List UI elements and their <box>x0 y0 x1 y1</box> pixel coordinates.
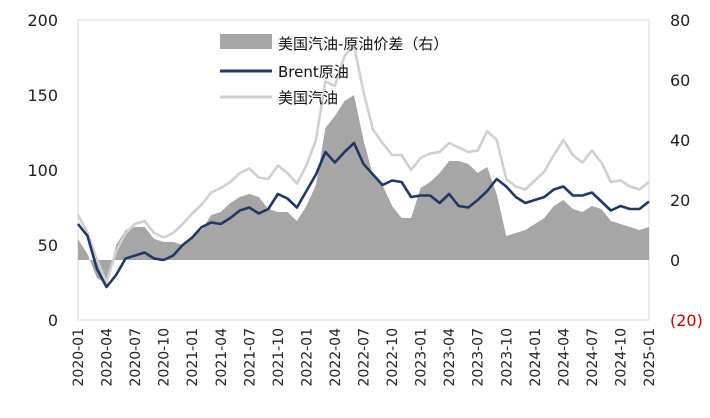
x-tick-label: 2023-04 <box>442 328 458 387</box>
left-tick-label: 50 <box>38 236 58 255</box>
x-tick-label: 2020-10 <box>157 328 173 387</box>
x-tick-label: 2021-07 <box>242 328 258 387</box>
left-axis: 0 50 100 150 200 <box>27 11 58 330</box>
x-tick-label: 2021-10 <box>271 328 287 387</box>
x-tick-label: 2020-01 <box>71 328 87 387</box>
legend-label: 美国汽油-原油价差（右） <box>278 35 448 53</box>
x-tick-label: 2020-07 <box>128 328 144 387</box>
series-line-brent <box>76 141 650 289</box>
x-tick-label: 2023-10 <box>499 328 515 387</box>
x-tick-label: 2024-07 <box>585 328 601 387</box>
x-tick-label: 2025-01 <box>642 328 658 387</box>
legend-label: Brent原油 <box>278 63 349 81</box>
left-tick-label: 150 <box>27 86 58 105</box>
x-tick-label: 2022-10 <box>385 328 401 387</box>
x-axis: 2020-01 2020-04 2020-07 2020-10 2021-01 2021-… <box>71 328 658 387</box>
spread-area-layer <box>78 95 649 284</box>
x-tick-label: 2024-10 <box>614 328 630 387</box>
right-tick-label: 20 <box>670 191 690 210</box>
right-axis: (20) 0 20 40 60 80 <box>670 11 703 330</box>
right-tick-label: (20) <box>670 311 703 330</box>
x-tick-label: 2021-04 <box>214 328 230 387</box>
right-tick-label: 60 <box>670 71 690 90</box>
left-tick-label: 0 <box>48 311 58 330</box>
x-tick-label: 2023-01 <box>414 328 430 387</box>
x-tick-label: 2024-01 <box>528 328 544 387</box>
x-tick-label: 2022-07 <box>357 328 373 387</box>
right-tick-label: 0 <box>670 251 680 270</box>
left-tick-label: 200 <box>27 11 58 30</box>
left-tick-label: 100 <box>27 161 58 180</box>
series-line-gasoline <box>76 44 650 284</box>
price-lines-layer <box>76 44 650 289</box>
x-tick-label: 2023-07 <box>471 328 487 387</box>
series-area-spread <box>78 95 649 284</box>
right-tick-label: 40 <box>670 131 690 150</box>
legend-label: 美国汽油 <box>278 89 338 107</box>
plot-frame <box>77 19 650 321</box>
legend-swatch-spread <box>220 34 272 49</box>
x-tick-label: 2022-01 <box>299 328 315 387</box>
x-tick-label: 2022-04 <box>328 328 344 387</box>
x-tick-label: 2024-04 <box>556 328 572 387</box>
right-tick-label: 80 <box>670 11 690 30</box>
x-tick-label: 2020-04 <box>100 328 116 387</box>
x-tick-label: 2021-01 <box>185 328 201 387</box>
